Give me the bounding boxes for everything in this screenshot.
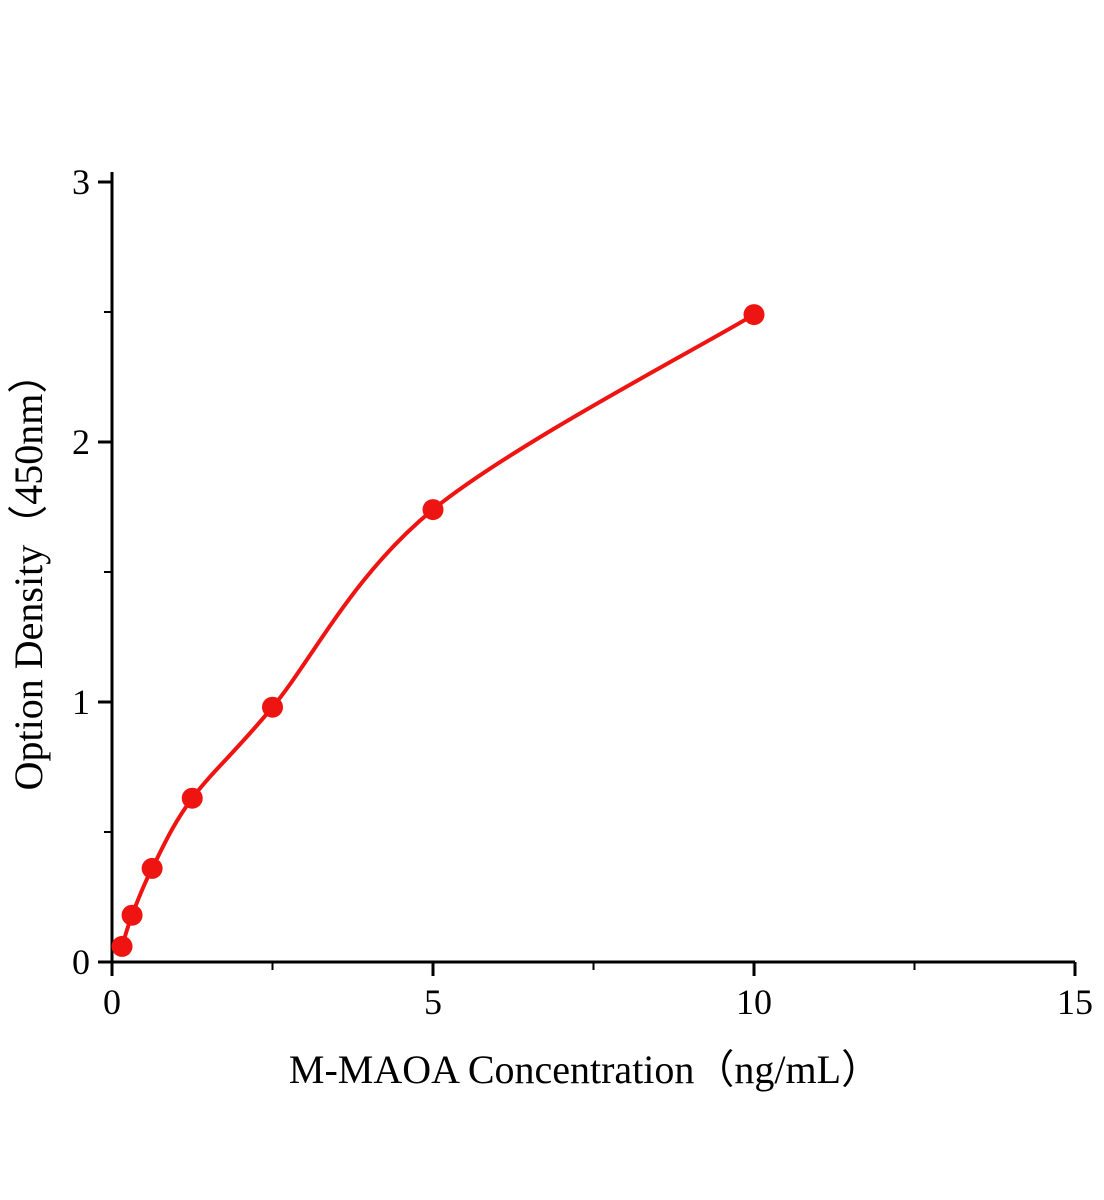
- data-point: [743, 304, 765, 326]
- x-tick-label: 15: [1057, 982, 1093, 1022]
- data-point: [181, 787, 203, 809]
- fit-curve: [120, 312, 756, 949]
- y-tick-label: 2: [72, 422, 90, 462]
- plot-area: 0 5 10 15 0 1 2 3: [72, 162, 1093, 1022]
- y-tick-label: 0: [72, 942, 90, 982]
- x-tick-label: 10: [736, 982, 772, 1022]
- x-tick-label: 0: [103, 982, 121, 1022]
- data-point: [422, 499, 444, 521]
- y-axis-title: Option Density（450nm）: [6, 354, 51, 791]
- data-point: [262, 696, 283, 718]
- x-tick-label: 5: [424, 982, 442, 1022]
- data-point: [111, 935, 133, 957]
- data-point: [141, 857, 163, 879]
- y-tick-label: 3: [72, 162, 90, 202]
- data-point: [121, 904, 143, 926]
- x-axis-title: M-MAOA Concentration（ng/mL）: [289, 1047, 881, 1092]
- y-tick-label: 1: [72, 682, 90, 722]
